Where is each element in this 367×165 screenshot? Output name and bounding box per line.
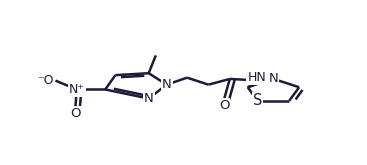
Text: O: O [219,99,229,112]
Text: O: O [70,107,81,120]
Text: N: N [269,72,278,85]
Text: ⁻O: ⁻O [37,74,54,87]
Text: HN: HN [247,71,266,84]
Text: N: N [144,92,153,105]
Text: N: N [162,78,171,91]
Text: S: S [253,93,262,108]
Text: N⁺: N⁺ [69,83,85,96]
